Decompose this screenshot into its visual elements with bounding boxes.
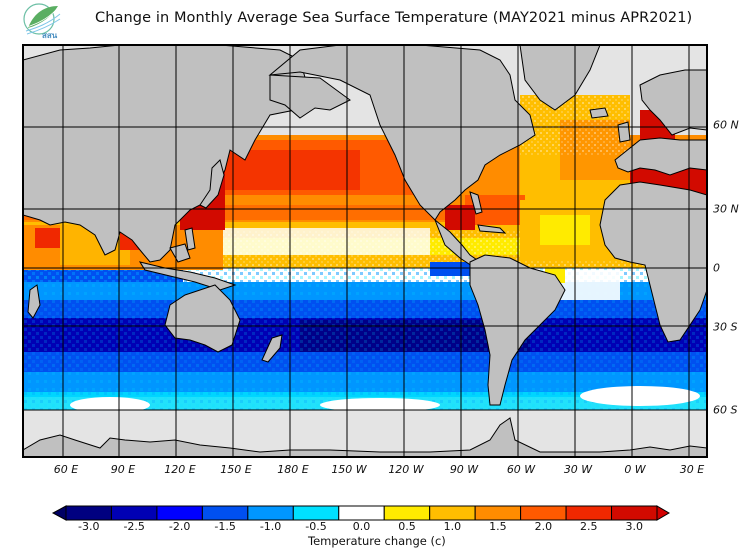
colorbar-tick-label: -1.0: [259, 520, 282, 533]
colorbar-bin: [383, 505, 431, 521]
land-japan: [199, 159, 225, 209]
lon-label: 150 E: [220, 463, 252, 476]
land-iceland: [589, 107, 609, 119]
colorbar-bin: [110, 505, 158, 521]
land-scandinavia: [639, 69, 707, 136]
colorbar-tick-label: -3.0: [77, 520, 100, 533]
land-europe: [614, 137, 707, 176]
chart-title: Change in Monthly Average Sea Surface Te…: [95, 10, 693, 26]
land-philippines: [184, 227, 196, 251]
land-madagascar: [27, 284, 41, 319]
land-antarctica: [23, 417, 707, 457]
lon-label: 90 E: [110, 463, 136, 476]
colorbar-bin: [292, 505, 340, 521]
colorbar-tick-label: 3.0: [625, 520, 644, 533]
lon-label: 180 E: [277, 463, 309, 476]
land-new-zealand: [261, 334, 283, 363]
land-africa: [599, 181, 707, 343]
colorbar-tick-label: 2.5: [580, 520, 598, 533]
colorbar-bin: [156, 505, 203, 521]
land-greenland: [519, 45, 601, 111]
lon-label: 0 W: [624, 463, 646, 476]
lat-label: 60 S: [713, 403, 738, 417]
colorbar-tick-label: -1.5: [214, 520, 236, 533]
graticule: [23, 45, 707, 457]
lon-label: 30 E: [679, 463, 705, 476]
lon-label: 90 W: [449, 463, 479, 476]
colorbar-bin: [247, 505, 294, 521]
lat-label: 30 S: [713, 320, 738, 334]
land-british-isles: [617, 121, 631, 143]
logo-text: สสน: [42, 31, 58, 40]
colorbar-title: Temperature change (c): [308, 534, 446, 548]
colorbar-bin: [201, 505, 249, 521]
land-australia: [164, 284, 241, 353]
logo-graphic: [23, 3, 61, 35]
lat-label: 30 N: [713, 202, 739, 216]
colorbar-bin: [338, 505, 385, 521]
colorbar-over-arrow: [656, 505, 670, 521]
colorbar-bin: [429, 505, 476, 521]
land-indonesia: [138, 261, 237, 291]
lon-label: 60 W: [506, 463, 536, 476]
sst-map: [22, 44, 708, 458]
colorbar-bin: [565, 505, 613, 521]
land-north-america: [268, 45, 536, 221]
land-cuba: [477, 224, 507, 234]
colorbar-tick-label: 0.0: [352, 520, 371, 533]
lat-label: 0: [713, 261, 720, 275]
colorbar-tick-label: -2.5: [123, 520, 145, 533]
lon-label: 120 W: [388, 463, 424, 476]
colorbar-bin: [611, 505, 658, 521]
colorbar-tick-label: 1.5: [489, 520, 507, 533]
lon-label: 120 E: [164, 463, 196, 476]
land: [23, 45, 707, 457]
lon-label: 60 E: [53, 463, 79, 476]
colorbar-bin: [520, 505, 567, 521]
colorbar-bin: [474, 505, 522, 521]
logo: สสน: [22, 0, 66, 42]
colorbar-tick-label: -0.5: [305, 520, 327, 533]
map-frame: [22, 44, 708, 458]
colorbar-bin: [65, 505, 112, 521]
lon-label: 150 W: [331, 463, 367, 476]
lat-label: 60 N: [713, 118, 739, 132]
colorbar-tick-label: 1.0: [443, 520, 462, 533]
land-eurasia: [23, 45, 311, 263]
colorbar-tick-label: 0.5: [398, 520, 416, 533]
land-borneo: [169, 243, 191, 263]
colorbar-tick-label: 2.0: [534, 520, 553, 533]
colorbar-tick-label: -2.0: [168, 520, 191, 533]
colorbar-under-arrow: [51, 505, 67, 521]
lon-label: 30 W: [563, 463, 593, 476]
